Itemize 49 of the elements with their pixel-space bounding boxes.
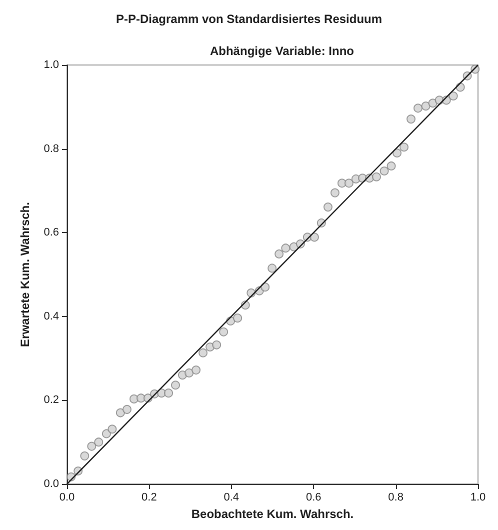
x-tick-label: 0.2 <box>142 492 157 504</box>
point <box>164 388 174 398</box>
point <box>428 98 438 108</box>
point <box>268 264 277 273</box>
point <box>448 92 458 101</box>
point <box>330 188 340 198</box>
x-tick-label: 0.0 <box>59 492 75 504</box>
point <box>184 368 194 378</box>
point <box>421 102 430 111</box>
x-axis-title: Beobachtete Kum. Wahrsch. <box>191 506 354 521</box>
point <box>94 438 104 447</box>
chart-title: P-P-Diagramm von Standardisiertes Residuum <box>116 12 382 26</box>
point <box>372 172 381 182</box>
y-tick-label: 0.8 <box>44 142 59 155</box>
point <box>233 314 242 323</box>
y-axis-title: Erwartete Kum. Wahrsch. <box>18 202 32 347</box>
point <box>102 429 111 438</box>
point <box>116 408 125 418</box>
point <box>406 114 416 124</box>
point <box>171 380 180 390</box>
point <box>80 451 90 460</box>
point <box>87 442 96 451</box>
point <box>281 244 290 253</box>
y-tick-label: 0.2 <box>44 394 59 406</box>
y-tick-label: 0.4 <box>44 310 59 322</box>
point <box>344 178 354 188</box>
y-tick-label: 0.6 <box>44 226 59 239</box>
x-tick-label: 0.8 <box>388 492 404 504</box>
chart-subtitle: Abhängige Variable: Inno <box>210 44 354 58</box>
point <box>323 202 332 212</box>
point <box>108 424 117 434</box>
point <box>212 340 222 350</box>
point <box>400 142 409 152</box>
point <box>198 348 208 358</box>
x-tick-label: 0.4 <box>224 492 240 504</box>
y-tick-label: 0.0 <box>44 478 59 490</box>
point <box>414 104 422 113</box>
x-tick-label: 0.6 <box>306 492 322 504</box>
point <box>380 166 389 176</box>
point <box>386 161 396 170</box>
y-tick-label: 1.0 <box>44 59 59 71</box>
point <box>310 232 319 242</box>
point <box>192 366 201 375</box>
x-tick-label: 1.0 <box>470 492 486 504</box>
point <box>130 394 138 404</box>
point <box>274 249 284 258</box>
point <box>122 404 132 414</box>
point <box>219 327 228 336</box>
point <box>392 148 402 158</box>
